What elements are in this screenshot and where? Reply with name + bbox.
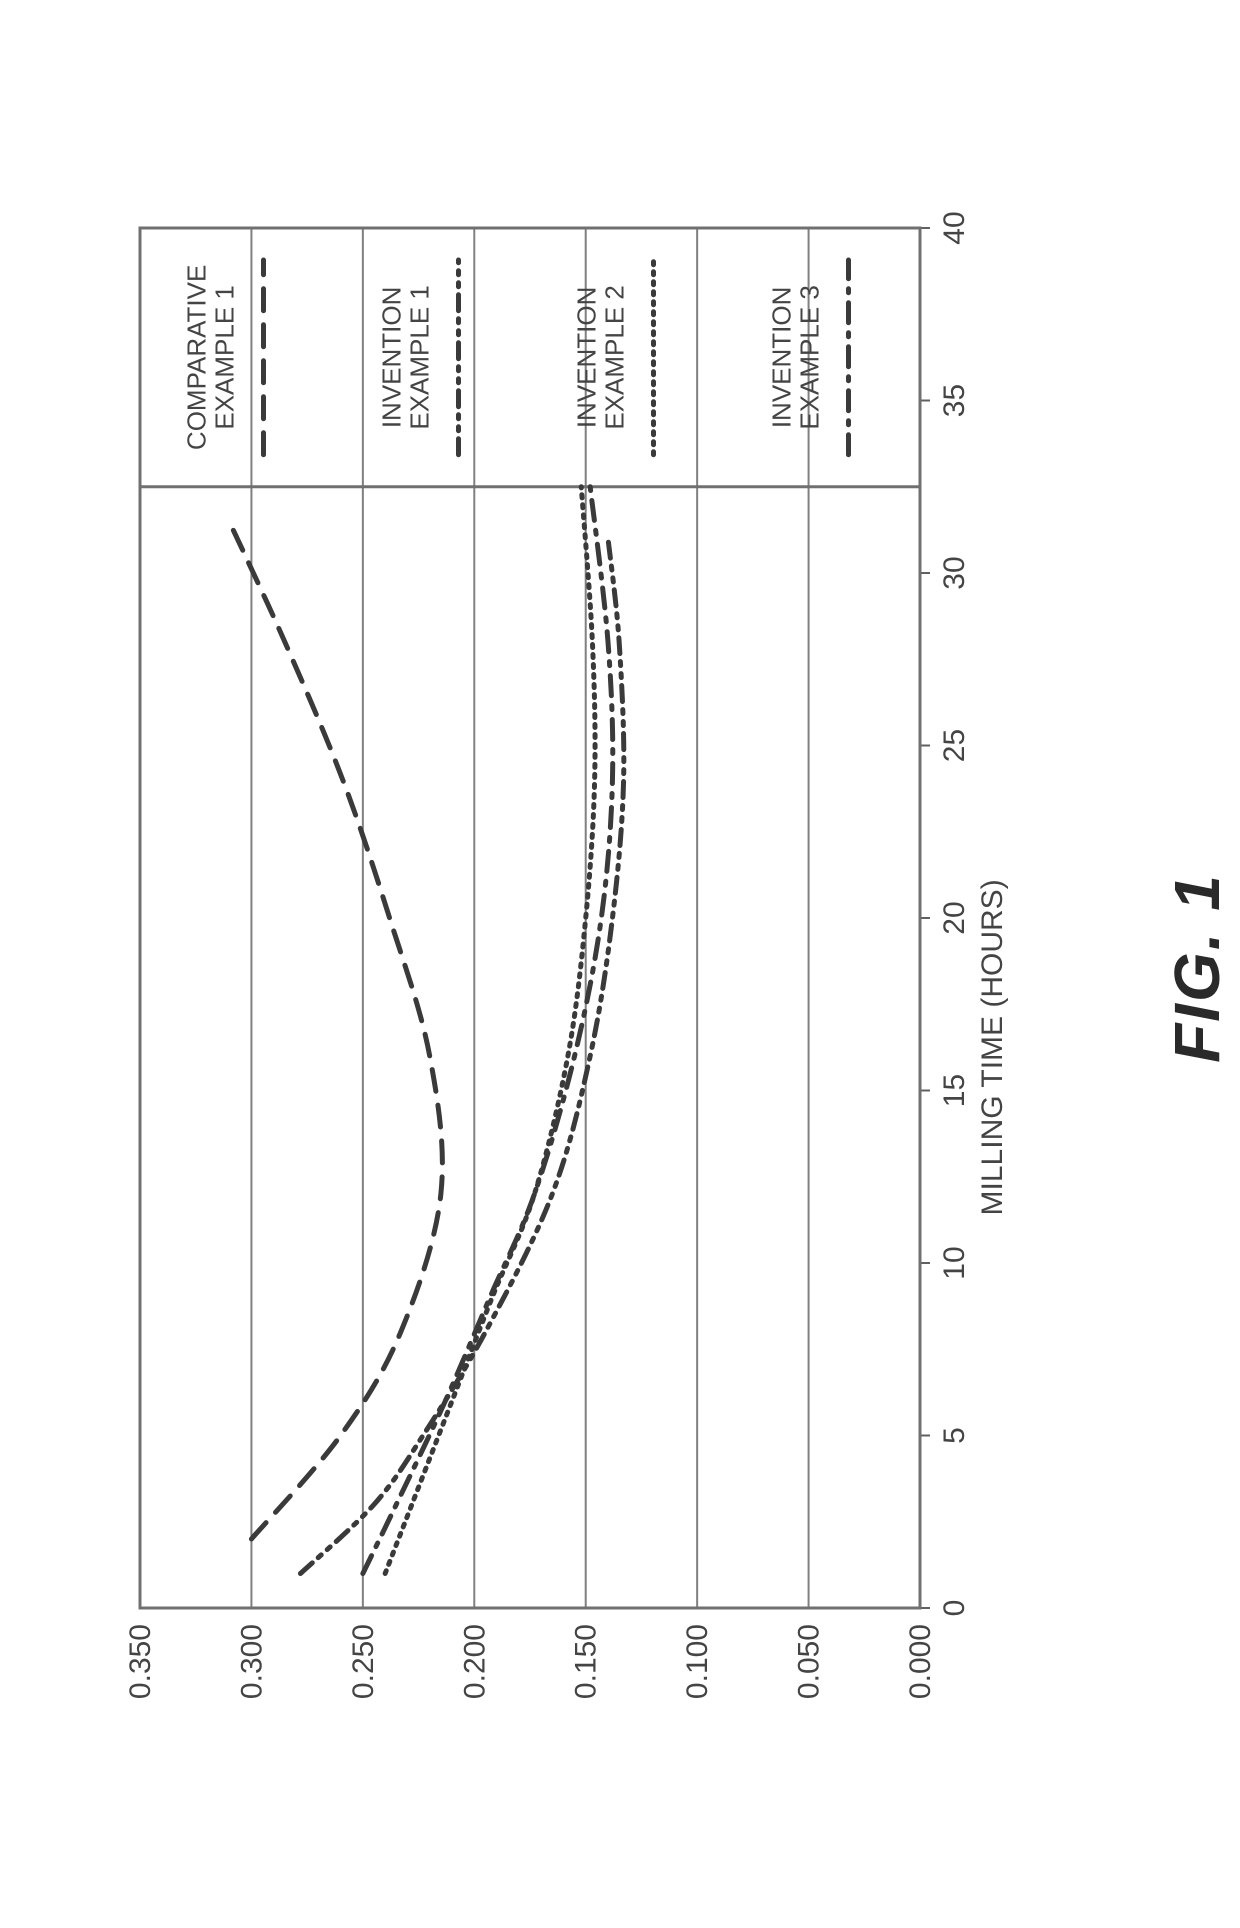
svg-text:0.150: 0.150	[570, 1624, 603, 1699]
svg-text:0.300: 0.300	[235, 1624, 268, 1699]
svg-text:15: 15	[938, 1074, 971, 1107]
svg-text:0.000: 0.000	[904, 1624, 937, 1699]
svg-text:COMPARATIVE: COMPARATIVE	[182, 265, 212, 450]
svg-text:INVENTION: INVENTION	[377, 287, 407, 429]
chart-container: 0.000 0.050 0.100 0.150 0.200 0.250 0.300 0.350…	[120, 208, 1020, 1728]
y-axis-label: PARTICLE SIZE, 95% INTENSITY MODE (μm)	[0, 1794, 120, 1828]
svg-text:0.350: 0.350	[124, 1624, 157, 1699]
svg-text:5: 5	[938, 1427, 971, 1444]
svg-text:0.050: 0.050	[793, 1624, 826, 1699]
svg-text:0.200: 0.200	[458, 1624, 491, 1699]
svg-text:10: 10	[938, 1246, 971, 1279]
svg-text:40: 40	[938, 211, 971, 244]
svg-text:EXAMPLE 1: EXAMPLE 1	[405, 285, 435, 430]
svg-text:35: 35	[938, 384, 971, 417]
svg-text:20: 20	[938, 901, 971, 934]
svg-text:MILLING TIME (HOURS): MILLING TIME (HOURS)	[976, 879, 1009, 1215]
line-chart: 0.000 0.050 0.100 0.150 0.200 0.250 0.300 0.350…	[120, 208, 1020, 1728]
svg-text:INVENTION: INVENTION	[572, 287, 602, 429]
svg-text:EXAMPLE 1: EXAMPLE 1	[210, 285, 240, 430]
svg-text:EXAMPLE 2: EXAMPLE 2	[600, 285, 630, 430]
svg-text:EXAMPLE 3: EXAMPLE 3	[795, 285, 825, 430]
figure-caption: FIG. 1	[1160, 208, 1234, 1728]
svg-text:30: 30	[938, 556, 971, 589]
svg-text:INVENTION: INVENTION	[767, 287, 797, 429]
svg-text:25: 25	[938, 729, 971, 762]
svg-text:0: 0	[938, 1600, 971, 1617]
svg-text:0.250: 0.250	[347, 1624, 380, 1699]
svg-text:0.100: 0.100	[681, 1624, 714, 1699]
